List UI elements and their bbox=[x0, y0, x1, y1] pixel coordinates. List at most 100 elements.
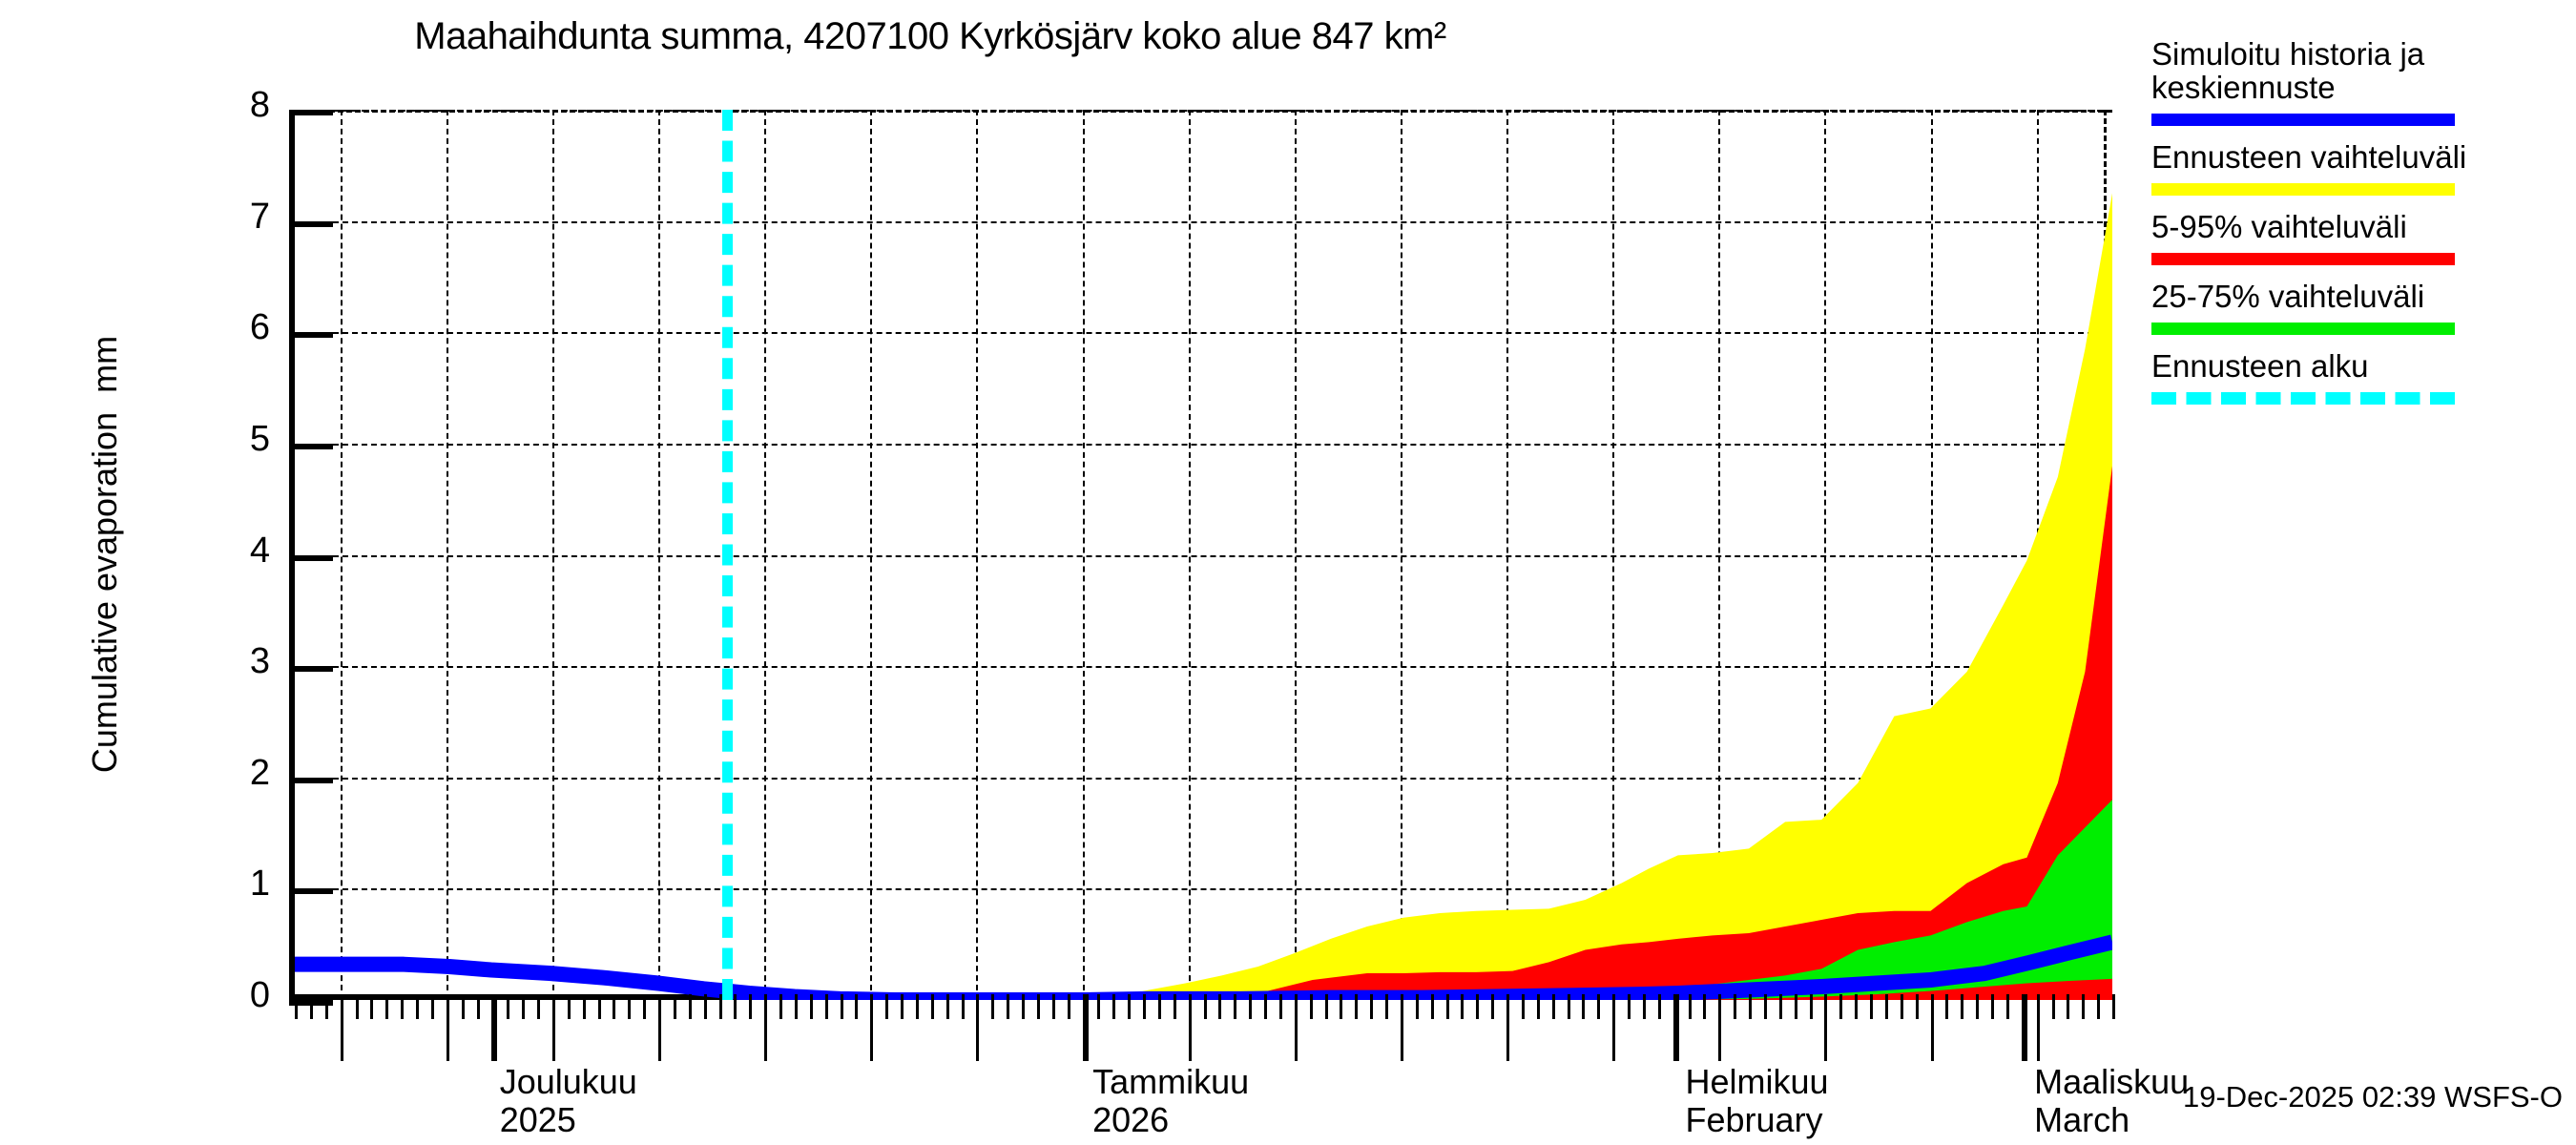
x-tick-minor bbox=[1521, 994, 1525, 1019]
chart-title: Maahaihdunta summa, 4207100 Kyrkösjärv k… bbox=[414, 15, 1446, 57]
x-tick-minor bbox=[1036, 994, 1040, 1019]
x-month-label: Maaliskuu March bbox=[2034, 1062, 2190, 1140]
legend-entry: 5-95% vaihteluväli bbox=[2151, 210, 2562, 265]
x-tick-major bbox=[1506, 994, 1509, 1061]
v-gridline bbox=[1612, 110, 1615, 1000]
x-tick-minor bbox=[749, 994, 753, 1019]
x-tick-minor bbox=[1734, 994, 1737, 1019]
x-tick-minor bbox=[1203, 994, 1207, 1019]
x-tick-minor bbox=[2005, 994, 2009, 1019]
x-month-label-sub: March bbox=[2034, 1100, 2130, 1140]
x-tick-minor bbox=[582, 994, 586, 1019]
x-tick-minor bbox=[309, 994, 313, 1019]
x-tick-minor bbox=[688, 994, 692, 1019]
x-tick-minor bbox=[703, 994, 707, 1019]
h-gridline bbox=[295, 110, 2112, 112]
v-gridline bbox=[1294, 110, 1297, 1000]
x-tick-minor bbox=[1022, 994, 1025, 1019]
legend-label: Ennusteen alku bbox=[2151, 347, 2369, 384]
band-red-bottom bbox=[1639, 978, 2112, 1000]
x-tick-month bbox=[491, 994, 498, 1061]
x-tick-minor bbox=[537, 994, 540, 1019]
x-tick-minor bbox=[1884, 994, 1888, 1019]
h-gridline bbox=[295, 777, 2112, 780]
y-tick-mark bbox=[289, 443, 333, 449]
x-tick-minor bbox=[1945, 994, 1949, 1019]
legend-label-line2: keskiennuste bbox=[2151, 69, 2336, 105]
x-tick-minor bbox=[1264, 994, 1267, 1019]
x-tick-minor bbox=[522, 994, 526, 1019]
forecast-bands bbox=[1085, 193, 2112, 1000]
legend-swatch bbox=[2151, 391, 2455, 405]
x-tick-minor bbox=[1355, 994, 1359, 1019]
y-axis-label: Cumulative evaporation mm bbox=[85, 335, 124, 774]
x-tick-minor bbox=[355, 994, 359, 1019]
h-gridline bbox=[295, 220, 2112, 223]
v-gridline bbox=[976, 110, 979, 1000]
x-tick-minor bbox=[1445, 994, 1449, 1019]
v-gridline bbox=[1824, 110, 1827, 1000]
x-tick-minor bbox=[324, 994, 328, 1019]
v-gridline bbox=[1082, 110, 1085, 1000]
x-tick-major bbox=[1294, 994, 1298, 1061]
legend-entry: Ennusteen alku bbox=[2151, 347, 2562, 405]
y-tick-mark bbox=[289, 777, 333, 783]
x-tick-minor bbox=[945, 994, 949, 1019]
v-gridline bbox=[870, 110, 873, 1000]
x-tick-minor bbox=[1536, 994, 1540, 1019]
x-tick-minor bbox=[1234, 994, 1237, 1019]
x-tick-minor bbox=[1794, 994, 1797, 1019]
x-tick-minor bbox=[2112, 994, 2115, 1019]
x-month-label: Joulukuu 2025 bbox=[500, 1062, 637, 1140]
x-tick-minor bbox=[1900, 994, 1903, 1019]
x-tick-minor bbox=[1628, 994, 1631, 1019]
x-tick-minor bbox=[901, 994, 904, 1019]
y-tick-mark bbox=[289, 666, 333, 673]
x-tick-minor bbox=[1157, 994, 1161, 1019]
v-gridline bbox=[658, 110, 660, 1000]
band-green bbox=[1422, 800, 2112, 1000]
y-tick-label: 6 bbox=[249, 307, 270, 348]
x-tick-minor bbox=[930, 994, 934, 1019]
x-month-label: Helmikuu February bbox=[1685, 1062, 1829, 1140]
x-tick-minor bbox=[1128, 994, 1132, 1019]
y-tick-mark bbox=[289, 220, 333, 227]
h-gridline bbox=[295, 554, 2112, 557]
x-tick-major bbox=[1718, 994, 1722, 1061]
y-tick-label: 8 bbox=[249, 85, 270, 125]
x-tick-minor bbox=[476, 994, 480, 1019]
x-tick-minor bbox=[885, 994, 889, 1019]
x-tick-minor bbox=[1657, 994, 1661, 1019]
x-tick-major bbox=[976, 994, 980, 1061]
x-month-label-sub: February bbox=[1685, 1100, 1823, 1140]
x-tick-minor bbox=[2097, 994, 2101, 1019]
y-tick-mark bbox=[289, 554, 333, 561]
x-tick-minor bbox=[809, 994, 813, 1019]
x-tick-major bbox=[446, 994, 449, 1061]
x-tick-minor bbox=[401, 994, 405, 1019]
x-tick-minor bbox=[567, 994, 571, 1019]
legend-label: Ennusteen vaihteluväli bbox=[2151, 138, 2467, 175]
x-tick-minor bbox=[673, 994, 676, 1019]
x-tick-major bbox=[870, 994, 874, 1061]
x-tick-minor bbox=[1173, 994, 1176, 1019]
x-tick-minor bbox=[824, 994, 828, 1019]
x-tick-major bbox=[658, 994, 661, 1061]
legend-entry: Simuloitu historia ja keskiennuste bbox=[2151, 37, 2562, 126]
x-tick-minor bbox=[1763, 994, 1767, 1019]
x-tick-minor bbox=[840, 994, 843, 1019]
h-gridline bbox=[295, 332, 2112, 335]
x-tick-minor bbox=[1642, 994, 1646, 1019]
legend-entry: Ennusteen vaihteluväli bbox=[2151, 138, 2562, 196]
x-tick-minor bbox=[1991, 994, 1994, 1019]
x-tick-minor bbox=[991, 994, 995, 1019]
x-tick-minor bbox=[461, 994, 465, 1019]
x-month-label-fi: Maaliskuu bbox=[2034, 1062, 2190, 1101]
legend-swatch bbox=[2151, 322, 2455, 335]
legend-swatch bbox=[2151, 182, 2455, 196]
legend-swatch bbox=[2151, 113, 2455, 126]
v-gridline bbox=[764, 110, 767, 1000]
x-tick-minor bbox=[1839, 994, 1843, 1019]
x-tick-minor bbox=[1324, 994, 1328, 1019]
